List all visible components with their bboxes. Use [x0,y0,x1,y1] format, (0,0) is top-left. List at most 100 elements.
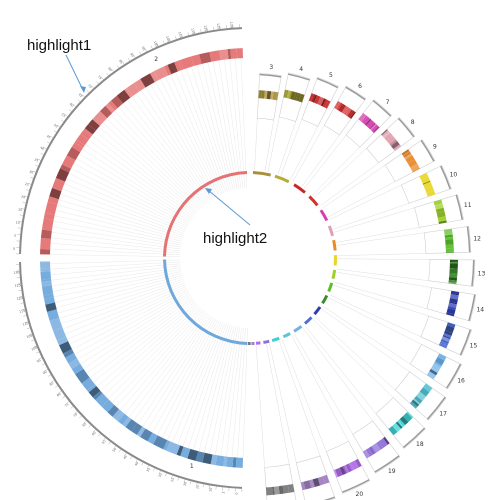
chromosome-labels: 21345678910111213141516171819202122 [154,56,485,498]
chr11-panel-band [433,199,443,206]
chr3-panel-band [275,92,279,101]
chr2-spoke [53,221,182,246]
chr5-panel-band [313,95,321,105]
chr6-label: 6 [358,83,362,90]
chr12-panel-frame [423,225,472,254]
chr14-panel-scale [468,294,476,321]
chr2-spoke [114,110,203,207]
chr1-band [118,413,129,425]
chr2-tick [122,61,125,65]
chr2-spoke [52,226,181,248]
chr1-tick-label: 75 [64,402,70,408]
chr8-connector [313,148,367,198]
chr12-panel-band [443,228,453,235]
chr15-panel-band [440,339,449,344]
chr1-tick-label: 60 [91,431,97,437]
chr6-panel-scale [345,86,366,101]
chr2-spoke [140,90,213,200]
chr1-band [147,432,158,445]
chr10-panel-band [423,181,433,190]
chr2-tick [19,214,23,216]
chr1-band [41,278,52,282]
chr18-connector [305,326,377,414]
chr10-connector [333,203,409,230]
chr2-spoke [68,173,187,229]
chr19-panel-band [362,451,368,459]
chr1-tick [93,429,96,433]
chr2-tick-label: 45 [46,134,52,140]
inner-arc-chr18 [271,336,280,343]
inner-arc-chr12 [327,282,334,292]
chr1-spoke [51,265,181,281]
chr17-panel-scale [426,396,446,420]
chr12-panel-scale [466,226,471,253]
chr2-tick-label: 130 [229,22,233,28]
chr7-label: 7 [386,99,390,106]
chr19-panel-band [371,443,381,453]
chr22-panel-band [266,487,268,496]
chr15-label: 15 [470,342,478,349]
chr2-tick-label: 35 [34,157,39,162]
chr2-tick-label: 90 [129,52,135,58]
chr1-tick [88,425,91,428]
chr1-spoke [188,324,229,449]
chr2-band [116,89,131,104]
chr1-tick-label: 45 [123,454,129,460]
chr2-tick [43,147,47,150]
chr1-spoke [177,323,225,445]
chr1-tick-label: 100 [31,345,38,351]
chr2-tick-label: 125 [216,23,221,30]
chr1-spoke [83,296,192,369]
chr2-spoke [102,122,199,211]
chr7-panel-band [361,115,368,123]
chr1-tick-label: 70 [72,412,78,418]
chr2-tick-label: 20 [21,195,26,200]
chr17-label: 17 [439,411,447,418]
chr1-spoke [52,269,182,292]
chr6-panel-band [334,100,341,110]
chr3-panel-scale [259,73,282,78]
chr2-band [108,100,118,111]
chr18-panel-band [397,420,404,428]
chr4-connector [277,121,296,175]
chr1-tick [28,333,32,336]
chr15-panel-band [439,340,449,346]
chr1-tick [20,302,24,304]
chr4-panel-frame [278,72,311,122]
chr2-tick [69,109,72,112]
highlight1-annotation: highlight1 [27,37,91,93]
chr5-panel-band [308,93,315,102]
chr22-panel-frame [264,463,297,500]
chr6-panel-band [348,110,355,119]
chr2-tick-label: 25 [24,182,29,187]
chr1-tick-label: 25 [170,477,175,482]
chr3-panel-band [266,90,272,100]
chr1-tick [33,345,37,348]
chr1-tick [51,380,55,383]
chr9-panel-band [407,159,418,168]
chr3-connector [254,118,258,171]
chr2-spoke [51,237,181,252]
chr10-label: 10 [450,171,458,178]
chr6-panel-band [338,103,346,113]
chr1-band [53,327,67,341]
chr1-spoke [231,327,244,458]
chr1-tick [113,445,116,449]
inner-arc-chr6 [308,195,319,207]
chr22-panel-band [278,485,284,495]
chr2-band [153,66,169,81]
chr19-panel-band [365,447,374,457]
chr2-band [60,164,72,173]
chr6-panel-frame [323,85,367,136]
chr1-spoke [59,278,184,319]
chr2-spoke [118,106,205,206]
chr2-spoke [202,63,234,191]
chr2-spoke [207,62,236,190]
chr11-panel-band [434,203,443,207]
chr2-tick [46,141,50,144]
chr1-band [47,309,60,321]
chr2-tick [111,69,114,72]
chr3-connector [264,119,274,172]
outer-tick-scale: 0510152025303540455055606570758085909510… [13,22,243,495]
chr14-panel-band [448,302,457,308]
